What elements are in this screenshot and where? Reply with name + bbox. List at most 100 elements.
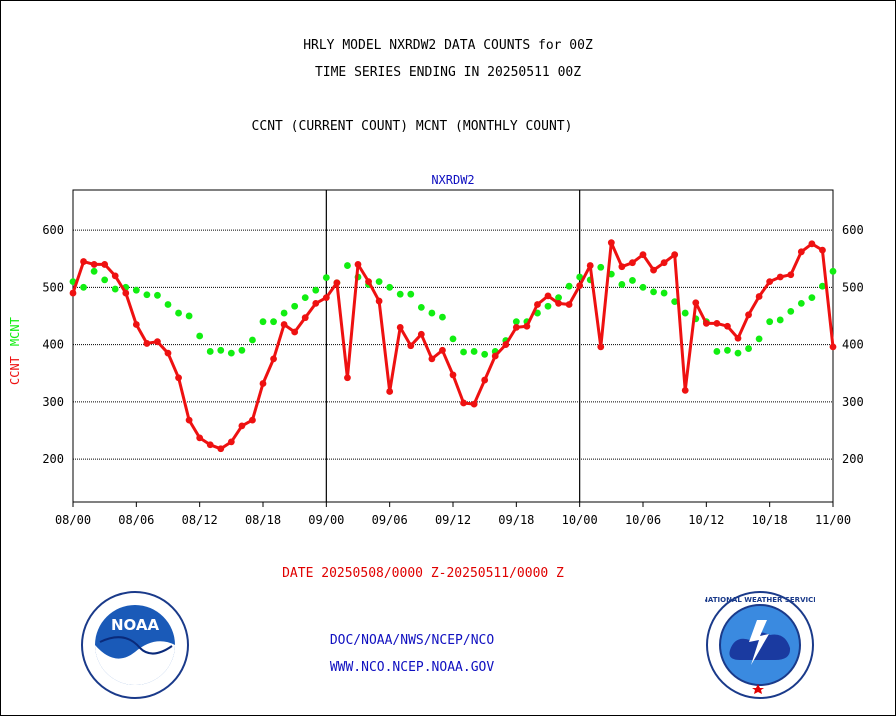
mcnt-point bbox=[512, 318, 520, 326]
y-tick-label-right: 200 bbox=[842, 452, 864, 466]
mcnt-point bbox=[143, 291, 151, 299]
mcnt-point bbox=[449, 335, 457, 343]
ccnt-point bbox=[270, 355, 277, 363]
x-tick-label: 08/18 bbox=[245, 513, 281, 527]
org-label: DOC/NOAA/NWS/NCEP/NCO bbox=[329, 633, 495, 648]
mcnt-point bbox=[597, 263, 605, 271]
ccnt-point bbox=[523, 322, 531, 330]
y-tick-label-right: 400 bbox=[842, 338, 864, 352]
mcnt-point bbox=[132, 286, 140, 294]
mcnt-point bbox=[90, 267, 98, 275]
ccnt-point bbox=[90, 261, 98, 268]
ccnt-point bbox=[69, 289, 77, 297]
y-tick-label-left: 300 bbox=[42, 395, 64, 409]
ccnt-point bbox=[797, 248, 805, 256]
chart-heading-line1: HRLY MODEL NXRDW2 DATA COUNTS for 00Z bbox=[303, 38, 593, 53]
ccnt-point bbox=[428, 355, 436, 363]
mcnt-point bbox=[639, 283, 647, 291]
mcnt-point bbox=[270, 318, 277, 326]
mcnt-point bbox=[713, 348, 721, 355]
ccnt-point bbox=[80, 258, 87, 265]
y-tick-label-right: 300 bbox=[842, 395, 864, 409]
mcnt-point bbox=[249, 336, 256, 344]
mcnt-point bbox=[776, 316, 784, 324]
y-axis-series-legend: CCNT MCNT bbox=[8, 317, 22, 385]
x-tick-label: 10/06 bbox=[625, 513, 661, 527]
ccnt-point bbox=[344, 374, 351, 382]
x-tick-label: 10/18 bbox=[752, 513, 788, 527]
website-link[interactable]: WWW.NCO.NCEP.NOAA.GOV bbox=[329, 660, 495, 675]
mcnt-point bbox=[101, 276, 109, 284]
ccnt-point bbox=[692, 299, 700, 307]
mcnt-point bbox=[808, 294, 816, 302]
ccnt-point bbox=[301, 314, 309, 322]
mcnt-point bbox=[671, 298, 679, 306]
ccnt-point bbox=[227, 438, 235, 446]
mcnt-point bbox=[660, 289, 668, 297]
y-tick-label-left: 200 bbox=[42, 452, 64, 466]
ccnt-point bbox=[702, 319, 710, 327]
noaa-logo-wordmark: NOAA bbox=[111, 616, 160, 634]
svg-text:NATIONAL WEATHER SERVICE: NATIONAL WEATHER SERVICE bbox=[705, 596, 815, 604]
ccnt-point bbox=[787, 271, 795, 279]
ccnt-point bbox=[196, 434, 204, 442]
mcnt-point bbox=[724, 346, 731, 354]
series-description: CCNT (CURRENT COUNT) MCNT (MONTHLY COUNT… bbox=[251, 119, 573, 134]
ccnt-point bbox=[534, 301, 541, 308]
mcnt-point bbox=[80, 283, 87, 291]
ccnt-point bbox=[724, 322, 731, 330]
mcnt-point bbox=[439, 313, 446, 321]
ccnt-point bbox=[206, 441, 214, 449]
ccnt-point bbox=[249, 416, 256, 424]
mcnt-point bbox=[629, 277, 636, 284]
mcnt-point bbox=[565, 282, 573, 290]
mcnt-point bbox=[396, 290, 404, 298]
mcnt-point bbox=[470, 348, 478, 355]
y-tick-label-left: 400 bbox=[42, 338, 64, 352]
ccnt-point bbox=[460, 399, 467, 407]
x-tick-label: 08/00 bbox=[55, 513, 91, 527]
mcnt-point bbox=[196, 332, 204, 340]
x-tick-label: 09/12 bbox=[435, 513, 471, 527]
ccnt-point bbox=[671, 251, 679, 259]
x-tick-label: 10/12 bbox=[688, 513, 724, 527]
date-range-label: DATE 20250508/0000 Z-20250511/0000 Z bbox=[282, 566, 564, 581]
ccnt-point bbox=[555, 299, 562, 307]
ccnt-point bbox=[713, 319, 721, 327]
ccnt-point bbox=[629, 259, 636, 267]
mcnt-point bbox=[312, 286, 320, 294]
ccnt-point bbox=[333, 279, 341, 287]
ccnt-point bbox=[143, 340, 151, 347]
mcnt-point bbox=[301, 294, 309, 302]
x-tick-label: 10/00 bbox=[562, 513, 598, 527]
mcnt-point bbox=[386, 283, 394, 291]
mcnt-point bbox=[375, 278, 383, 285]
mcnt-point bbox=[154, 291, 161, 299]
nws-logo-wordmark: NATIONAL WEATHER SERVICE bbox=[705, 596, 815, 604]
mcnt-point bbox=[797, 299, 805, 307]
noaa-logo: NOAA bbox=[81, 591, 189, 699]
ccnt-point bbox=[111, 272, 119, 280]
x-tick-label: 11/00 bbox=[815, 513, 851, 527]
label-layer: 200 200 300 300 400 400 500 500 600 600 08/00 08/06… bbox=[8, 173, 864, 527]
mcnt-point bbox=[787, 307, 795, 315]
mcnt-point bbox=[681, 309, 689, 317]
ccnt-point bbox=[407, 342, 415, 350]
ccnt-point bbox=[829, 343, 837, 351]
ccnt-point bbox=[808, 240, 816, 248]
mcnt-point bbox=[734, 349, 742, 357]
ccnt-point bbox=[650, 266, 657, 274]
ccnt-point bbox=[597, 343, 605, 351]
mcnt-point bbox=[407, 290, 415, 298]
ccnt-point bbox=[470, 400, 478, 408]
ccnt-point bbox=[576, 282, 584, 290]
ccnt-point bbox=[618, 263, 626, 271]
mcnt-point bbox=[206, 348, 214, 355]
ccnt-point bbox=[164, 349, 172, 357]
ccnt-point bbox=[734, 334, 742, 342]
mcnt-point bbox=[217, 346, 225, 354]
mcnt-point bbox=[819, 282, 826, 290]
ccnt-point bbox=[586, 262, 594, 269]
ccnt-point bbox=[776, 273, 784, 281]
mcnt-point bbox=[745, 345, 752, 352]
